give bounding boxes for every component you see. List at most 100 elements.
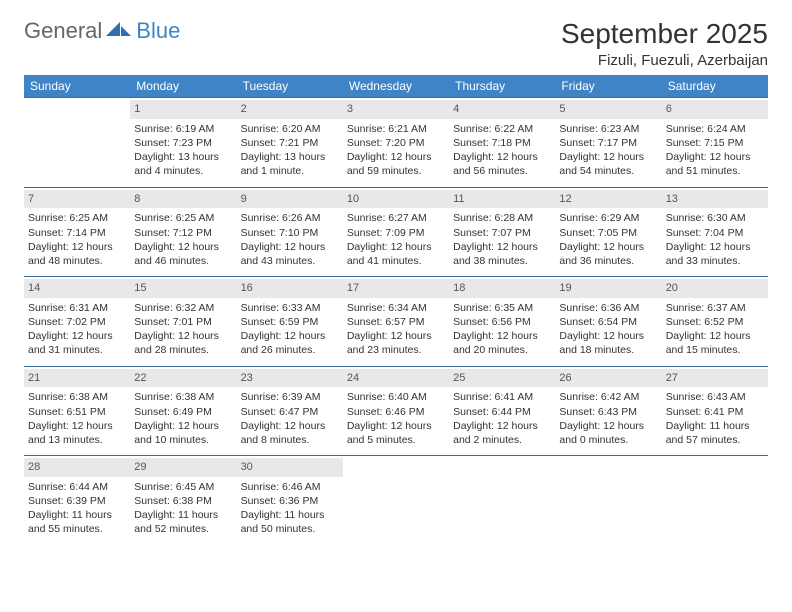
daylight-text: Daylight: 12 hours and 13 minutes. xyxy=(28,419,126,447)
sunrise-text: Sunrise: 6:30 AM xyxy=(666,211,764,225)
day-info: Sunrise: 6:30 AMSunset: 7:04 PMDaylight:… xyxy=(666,211,764,268)
calendar-cell xyxy=(24,98,130,188)
sunset-text: Sunset: 7:02 PM xyxy=(28,315,126,329)
location-text: Fizuli, Fuezuli, Azerbaijan xyxy=(561,52,768,69)
sunset-text: Sunset: 6:46 PM xyxy=(347,405,445,419)
sunrise-text: Sunrise: 6:37 AM xyxy=(666,301,764,315)
sunrise-text: Sunrise: 6:26 AM xyxy=(241,211,339,225)
day-info: Sunrise: 6:37 AMSunset: 6:52 PMDaylight:… xyxy=(666,301,764,358)
sunset-text: Sunset: 6:54 PM xyxy=(559,315,657,329)
day-info: Sunrise: 6:28 AMSunset: 7:07 PMDaylight:… xyxy=(453,211,551,268)
calendar-header: SundayMondayTuesdayWednesdayThursdayFrid… xyxy=(24,75,768,98)
calendar-cell: 15Sunrise: 6:32 AMSunset: 7:01 PMDayligh… xyxy=(130,277,236,367)
day-info: Sunrise: 6:31 AMSunset: 7:02 PMDaylight:… xyxy=(28,301,126,358)
calendar-cell: 14 Sunrise: 6:31 AMSunset: 7:02 PMDayligh… xyxy=(24,277,130,367)
weekday-header: Thursday xyxy=(449,75,555,98)
sunrise-text: Sunrise: 6:21 AM xyxy=(347,122,445,136)
calendar-cell xyxy=(555,456,661,545)
day-number: 13 xyxy=(662,190,768,209)
header-row: General Blue September 2025 Fizuli, Fuez… xyxy=(24,18,768,69)
sunset-text: Sunset: 6:57 PM xyxy=(347,315,445,329)
day-info: Sunrise: 6:26 AMSunset: 7:10 PMDaylight:… xyxy=(241,211,339,268)
calendar-cell xyxy=(662,456,768,545)
day-info: Sunrise: 6:44 AMSunset: 6:39 PMDaylight:… xyxy=(28,480,126,537)
calendar-week: 14 Sunrise: 6:31 AMSunset: 7:02 PMDayligh… xyxy=(24,277,768,367)
sunset-text: Sunset: 6:41 PM xyxy=(666,405,764,419)
calendar-cell: 18Sunrise: 6:35 AMSunset: 6:56 PMDayligh… xyxy=(449,277,555,367)
day-info: Sunrise: 6:24 AMSunset: 7:15 PMDaylight:… xyxy=(666,122,764,179)
day-number: 7 xyxy=(24,190,130,209)
sunrise-text: Sunrise: 6:43 AM xyxy=(666,390,764,404)
sunset-text: Sunset: 6:59 PM xyxy=(241,315,339,329)
day-number: 14 xyxy=(24,279,130,298)
calendar-cell: 22Sunrise: 6:38 AMSunset: 6:49 PMDayligh… xyxy=(130,366,236,456)
day-info: Sunrise: 6:29 AMSunset: 7:05 PMDaylight:… xyxy=(559,211,657,268)
day-info: Sunrise: 6:34 AMSunset: 6:57 PMDaylight:… xyxy=(347,301,445,358)
daylight-text: Daylight: 12 hours and 36 minutes. xyxy=(559,240,657,268)
sunset-text: Sunset: 7:20 PM xyxy=(347,136,445,150)
day-number: 26 xyxy=(555,369,661,388)
day-number: 18 xyxy=(449,279,555,298)
calendar-page: General Blue September 2025 Fizuli, Fuez… xyxy=(0,0,792,545)
sunrise-text: Sunrise: 6:39 AM xyxy=(241,390,339,404)
sunrise-text: Sunrise: 6:46 AM xyxy=(241,480,339,494)
calendar-cell: 5Sunrise: 6:23 AMSunset: 7:17 PMDaylight… xyxy=(555,98,661,188)
day-number: 16 xyxy=(237,279,343,298)
sunrise-text: Sunrise: 6:38 AM xyxy=(28,390,126,404)
sunrise-text: Sunrise: 6:41 AM xyxy=(453,390,551,404)
day-number: 9 xyxy=(237,190,343,209)
day-number: 23 xyxy=(237,369,343,388)
daylight-text: Daylight: 11 hours and 50 minutes. xyxy=(241,508,339,536)
sunrise-text: Sunrise: 6:38 AM xyxy=(134,390,232,404)
day-number: 6 xyxy=(662,100,768,119)
brand-mark-icon xyxy=(106,18,132,44)
calendar-cell: 30Sunrise: 6:46 AMSunset: 6:36 PMDayligh… xyxy=(237,456,343,545)
daylight-text: Daylight: 12 hours and 41 minutes. xyxy=(347,240,445,268)
sunset-text: Sunset: 6:43 PM xyxy=(559,405,657,419)
day-number: 17 xyxy=(343,279,449,298)
day-number: 3 xyxy=(343,100,449,119)
daylight-text: Daylight: 12 hours and 10 minutes. xyxy=(134,419,232,447)
sunset-text: Sunset: 7:04 PM xyxy=(666,226,764,240)
sunset-text: Sunset: 7:01 PM xyxy=(134,315,232,329)
calendar-cell: 25Sunrise: 6:41 AMSunset: 6:44 PMDayligh… xyxy=(449,366,555,456)
sunset-text: Sunset: 7:05 PM xyxy=(559,226,657,240)
daylight-text: Daylight: 12 hours and 15 minutes. xyxy=(666,329,764,357)
calendar-week: 21Sunrise: 6:38 AMSunset: 6:51 PMDayligh… xyxy=(24,366,768,456)
calendar-body: 1Sunrise: 6:19 AMSunset: 7:23 PMDaylight… xyxy=(24,98,768,545)
sunrise-text: Sunrise: 6:22 AM xyxy=(453,122,551,136)
weekday-header: Sunday xyxy=(24,75,130,98)
sunset-text: Sunset: 6:49 PM xyxy=(134,405,232,419)
calendar-cell: 28 Sunrise: 6:44 AMSunset: 6:39 PMDayligh… xyxy=(24,456,130,545)
brand-part2: Blue xyxy=(136,18,180,44)
day-info: Sunrise: 6:23 AMSunset: 7:17 PMDaylight:… xyxy=(559,122,657,179)
daylight-text: Daylight: 12 hours and 33 minutes. xyxy=(666,240,764,268)
daylight-text: Daylight: 13 hours and 4 minutes. xyxy=(134,150,232,178)
sunset-text: Sunset: 7:15 PM xyxy=(666,136,764,150)
day-info: Sunrise: 6:25 AMSunset: 7:14 PMDaylight:… xyxy=(28,211,126,268)
calendar-cell: 7 Sunrise: 6:25 AMSunset: 7:14 PMDaylight… xyxy=(24,187,130,277)
day-number: 29 xyxy=(130,458,236,477)
calendar-cell: 4Sunrise: 6:22 AMSunset: 7:18 PMDaylight… xyxy=(449,98,555,188)
day-number: 8 xyxy=(130,190,236,209)
day-info: Sunrise: 6:33 AMSunset: 6:59 PMDaylight:… xyxy=(241,301,339,358)
calendar-cell: 9 Sunrise: 6:26 AMSunset: 7:10 PMDaylight… xyxy=(237,187,343,277)
calendar-cell xyxy=(449,456,555,545)
sunrise-text: Sunrise: 6:24 AM xyxy=(666,122,764,136)
daylight-text: Daylight: 12 hours and 31 minutes. xyxy=(28,329,126,357)
day-info: Sunrise: 6:25 AMSunset: 7:12 PMDaylight:… xyxy=(134,211,232,268)
daylight-text: Daylight: 12 hours and 5 minutes. xyxy=(347,419,445,447)
day-info: Sunrise: 6:22 AMSunset: 7:18 PMDaylight:… xyxy=(453,122,551,179)
day-info: Sunrise: 6:36 AMSunset: 6:54 PMDaylight:… xyxy=(559,301,657,358)
day-number: 21 xyxy=(24,369,130,388)
daylight-text: Daylight: 11 hours and 55 minutes. xyxy=(28,508,126,536)
day-info: Sunrise: 6:32 AMSunset: 7:01 PMDaylight:… xyxy=(134,301,232,358)
month-title: September 2025 xyxy=(561,18,768,50)
day-number: 28 xyxy=(24,458,130,477)
calendar-cell: 6 Sunrise: 6:24 AMSunset: 7:15 PMDaylight… xyxy=(662,98,768,188)
daylight-text: Daylight: 12 hours and 18 minutes. xyxy=(559,329,657,357)
sunrise-text: Sunrise: 6:28 AM xyxy=(453,211,551,225)
daylight-text: Daylight: 12 hours and 0 minutes. xyxy=(559,419,657,447)
day-number: 19 xyxy=(555,279,661,298)
daylight-text: Daylight: 12 hours and 26 minutes. xyxy=(241,329,339,357)
